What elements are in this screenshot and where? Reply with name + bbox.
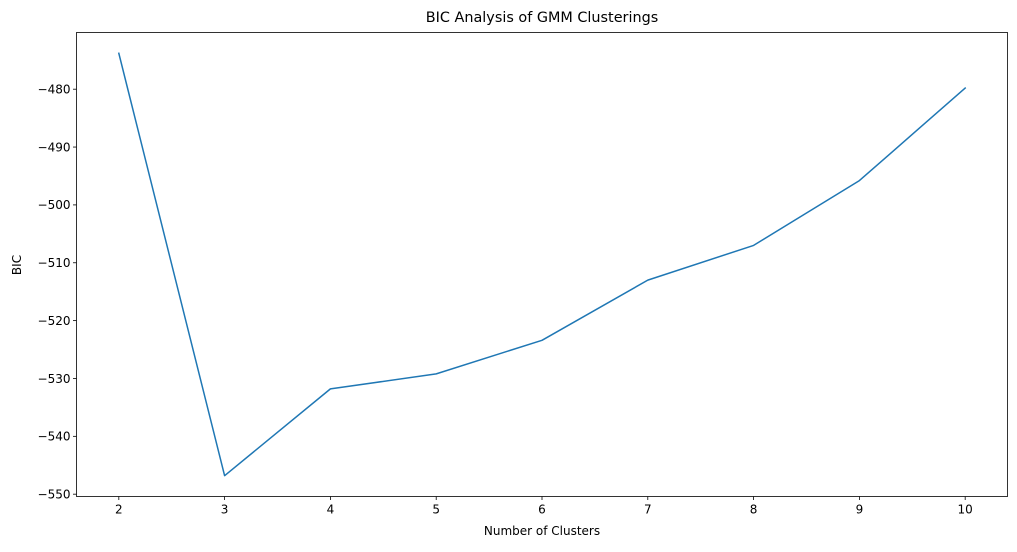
x-tick-label: 10 [958, 503, 973, 517]
x-tick-label: 5 [432, 503, 440, 517]
x-tick-label: 6 [538, 503, 546, 517]
chart-title: BIC Analysis of GMM Clusterings [426, 10, 658, 26]
y-tick-label: −550 [38, 487, 71, 501]
x-axis-label: Number of Clusters [484, 524, 600, 538]
x-tick-label: 8 [750, 503, 758, 517]
series-group [117, 52, 967, 477]
x-tick-label: 4 [327, 503, 335, 517]
y-tick-label: −540 [38, 430, 71, 444]
bic-series-line [117, 52, 967, 477]
x-tick-label: 3 [221, 503, 229, 517]
x-tick-label: 2 [115, 503, 123, 517]
y-tick-label: −510 [38, 256, 71, 270]
y-tick-label: −490 [38, 140, 71, 154]
x-tick-label: 9 [856, 503, 864, 517]
y-tick-label: −530 [38, 372, 71, 386]
y-axis-label: BIC [10, 255, 24, 275]
axis-ticks: 2 3 4 5 6 7 8 9 10 −550 −540 −530 −520 −510 −500 −490 −4… [38, 82, 973, 516]
x-tick-label: 7 [644, 503, 652, 517]
y-tick-label: −520 [38, 314, 71, 328]
y-tick-label: −480 [38, 82, 71, 96]
y-tick-label: −500 [38, 198, 71, 212]
plot-frame [76, 32, 1008, 497]
